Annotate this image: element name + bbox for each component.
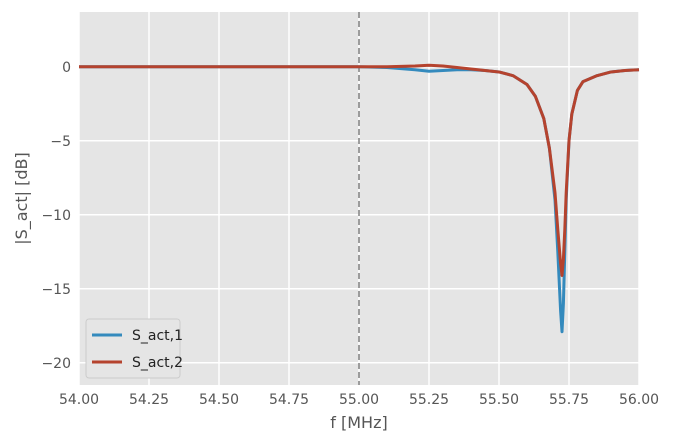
y-tick-label: −10: [41, 208, 71, 224]
x-tick-label: 54.00: [59, 392, 99, 408]
x-tick-label: 54.75: [269, 392, 309, 408]
x-tick-label: 56.00: [619, 392, 659, 408]
series-line-2: [79, 63, 640, 277]
legend: S_act,1 S_act,2: [85, 318, 183, 379]
x-tick-label: 55.50: [479, 392, 519, 408]
x-tick-label: 55.00: [339, 392, 379, 408]
x-axis-label: f [MHz]: [330, 413, 387, 432]
x-tick-label: 54.50: [199, 392, 239, 408]
y-tick-label: 0: [62, 60, 71, 76]
series-layer: [79, 63, 640, 334]
y-tick-label: −5: [50, 134, 71, 150]
x-tick-label: 55.75: [549, 392, 589, 408]
y-tick-label: −20: [41, 356, 71, 372]
y-axis-ticks: −20 −15 −10 −5 0: [41, 60, 71, 372]
x-tick-label: 55.25: [409, 392, 449, 408]
legend-label: S_act,1: [132, 328, 183, 344]
x-axis-ticks: 54.00 54.25 54.50 54.75 55.00 55.25 55.50 55.75…: [59, 392, 659, 408]
y-tick-label: −15: [41, 282, 71, 298]
x-tick-label: 54.25: [129, 392, 169, 408]
legend-label: S_act,2: [132, 355, 183, 371]
y-axis-label: |S_act| [dB]: [12, 152, 32, 245]
